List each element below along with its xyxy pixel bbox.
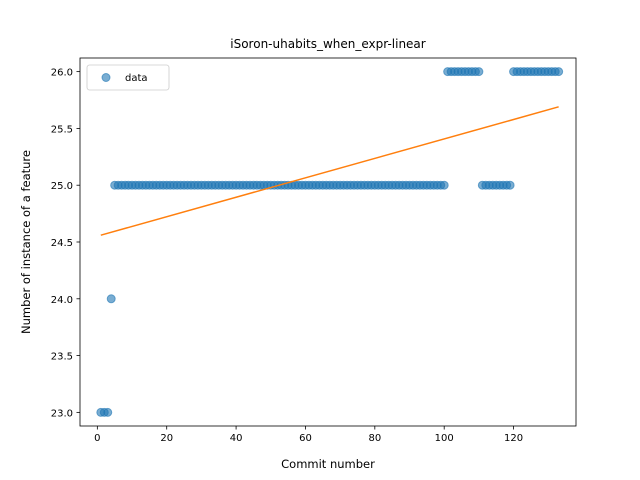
data-point (439, 180, 449, 190)
data-point (474, 67, 484, 77)
x-tick-label: 60 (299, 433, 312, 444)
y-tick-label: 23.0 (51, 408, 73, 419)
y-tick-label: 25.0 (51, 181, 73, 192)
legend-label: data (125, 73, 148, 84)
y-tick-label: 24.5 (51, 238, 73, 249)
chart-title: iSoron-uhabits_when_expr-linear (230, 37, 426, 51)
x-tick-label: 80 (368, 433, 381, 444)
x-tick-label: 100 (435, 433, 454, 444)
fit-line (100, 106, 559, 236)
data-point (103, 407, 113, 417)
x-tick-label: 120 (504, 433, 523, 444)
legend-box (86, 64, 170, 91)
x-tick-label: 20 (160, 433, 173, 444)
y-tick-label: 23.5 (51, 352, 73, 363)
data-point (554, 67, 564, 77)
x-axis: 0 20 40 60 80 100 120 (94, 426, 523, 444)
data-point (505, 180, 515, 190)
plot-area (79, 57, 577, 427)
legend-marker (101, 73, 111, 82)
legend: data (86, 64, 170, 91)
y-tick-label: 24.0 (51, 295, 73, 306)
plot-frame (79, 57, 577, 427)
x-axis-label: Commit number (281, 457, 375, 471)
y-axis-label: Number of instance of a feature (19, 150, 33, 334)
y-axis: 23.0 23.5 24.0 24.5 25.0 25.5 26.0 (51, 68, 80, 419)
y-tick-label: 25.5 (51, 124, 73, 135)
x-tick-label: 0 (94, 433, 100, 444)
data-point (106, 294, 116, 304)
x-tick-label: 40 (230, 433, 243, 444)
y-tick-label: 26.0 (51, 68, 73, 79)
